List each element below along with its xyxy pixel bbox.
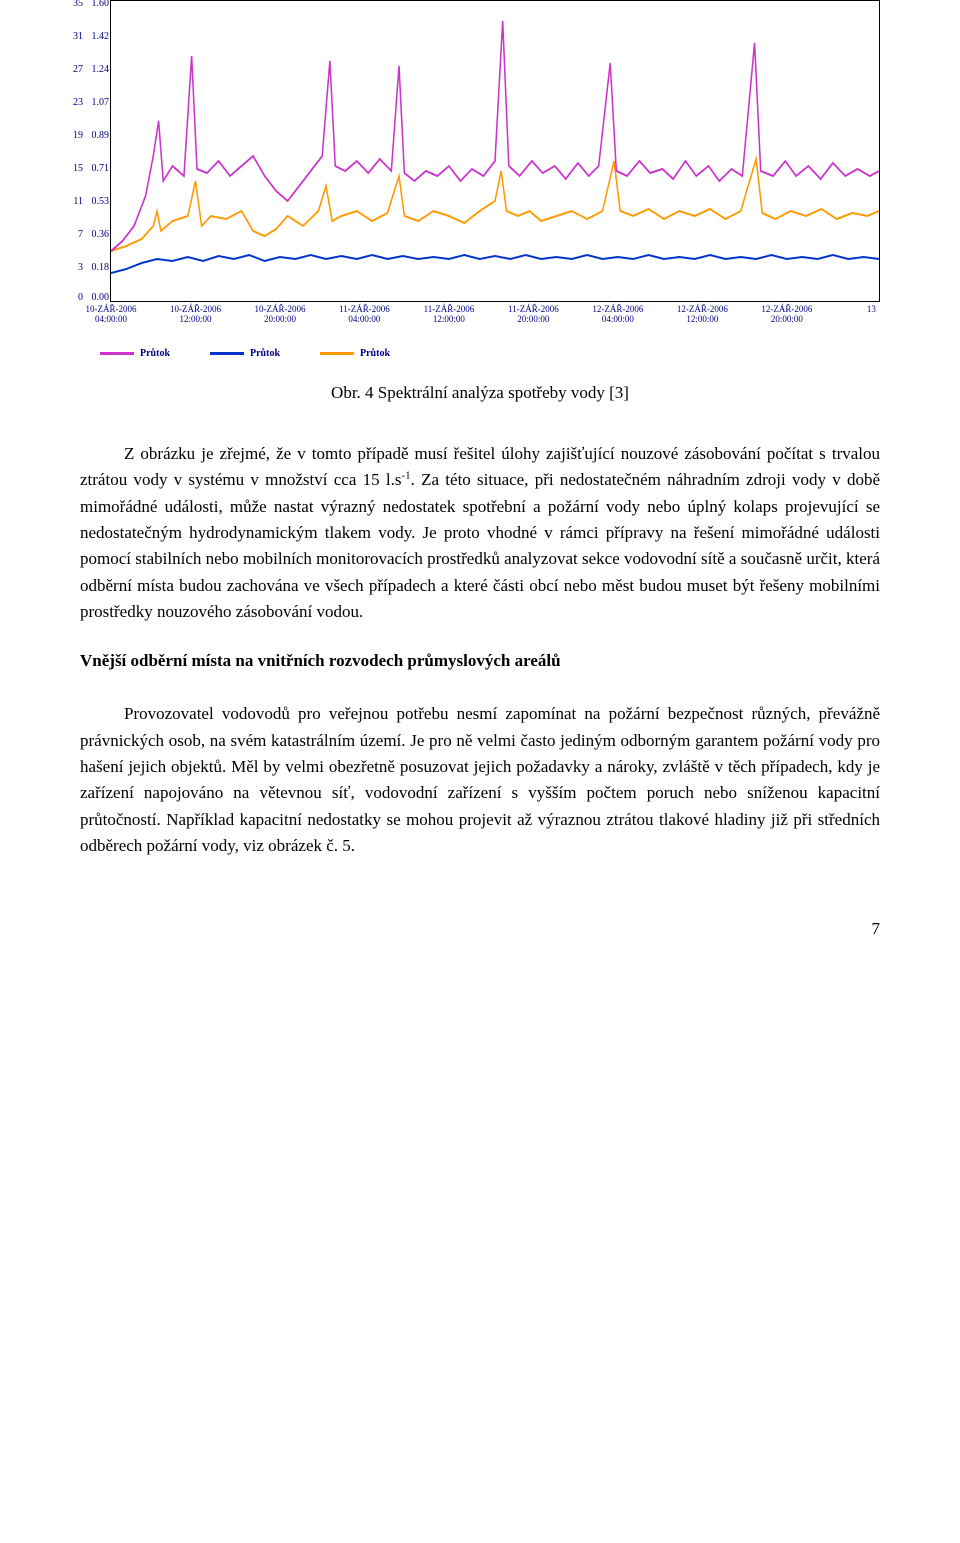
y1-tick: 31 — [73, 31, 83, 42]
chart-frame: l/s MPa 35 31 27 23 19 15 11 7 3 0 1.60 … — [110, 0, 880, 302]
chart: l/s MPa 35 31 27 23 19 15 11 7 3 0 1.60 … — [60, 0, 880, 359]
legend-label: Průtok — [140, 348, 170, 359]
page: l/s MPa 35 31 27 23 19 15 11 7 3 0 1.60 … — [0, 0, 960, 979]
y1-tick: 15 — [73, 163, 83, 174]
x-label: 11-ZÁŘ-200612:00:00 — [414, 305, 484, 325]
y2-tick: 1.24 — [92, 64, 110, 75]
chart-series — [111, 1, 879, 301]
legend-item: Průtok — [100, 348, 170, 359]
y2-tick: 1.60 — [92, 0, 110, 9]
x-label: 10-ZÁŘ-200604:00:00 — [76, 305, 146, 325]
y2-tick: 0.53 — [92, 196, 110, 207]
y1-tick: 35 — [73, 0, 83, 9]
legend-swatch-icon — [320, 352, 354, 355]
figure-caption: Obr. 4 Spektrální analýza spotřeby vody … — [80, 383, 880, 403]
y1-tick: 23 — [73, 97, 83, 108]
x-label: 12-ZÁŘ-200620:00:00 — [752, 305, 822, 325]
y1-tick: 27 — [73, 64, 83, 75]
y2-tick: 0.00 — [92, 292, 110, 303]
y2-tick: 0.71 — [92, 163, 110, 174]
x-label: 12-ZÁŘ-200612:00:00 — [667, 305, 737, 325]
paragraph-2: Provozovatel vodovodů pro veřejnou potře… — [80, 701, 880, 859]
x-label: 11-ZÁŘ-200620:00:00 — [498, 305, 568, 325]
legend-label: Průtok — [250, 348, 280, 359]
y1-tick: 0 — [78, 292, 83, 303]
x-label: 11-ZÁŘ-200604:00:00 — [329, 305, 399, 325]
y2-tick: 1.07 — [92, 97, 110, 108]
y2-tick: 0.18 — [92, 262, 110, 273]
legend-swatch-icon — [210, 352, 244, 355]
legend-item: Průtok — [320, 348, 390, 359]
series-line-2 — [111, 255, 879, 273]
x-label: 13 — [836, 305, 906, 315]
x-label: 10-ZÁŘ-200620:00:00 — [245, 305, 315, 325]
x-axis-labels: 10-ZÁŘ-200604:00:00 10-ZÁŘ-200612:00:00 … — [111, 305, 879, 335]
y2-tick: 0.89 — [92, 130, 110, 141]
y1-tick: 11 — [73, 196, 83, 207]
legend-item: Průtok — [210, 348, 280, 359]
y1-tick: 3 — [78, 262, 83, 273]
legend-label: Průtok — [360, 348, 390, 359]
legend-swatch-icon — [100, 352, 134, 355]
y1-tick: 7 — [78, 229, 83, 240]
x-label: 10-ZÁŘ-200612:00:00 — [160, 305, 230, 325]
series-line-1 — [111, 21, 879, 251]
page-number: 7 — [80, 919, 880, 939]
y1-tick: 19 — [73, 130, 83, 141]
y2-tick: 0.36 — [92, 229, 110, 240]
y2-axis-labels: 1.60 1.42 1.24 1.07 0.89 0.71 0.53 0.36 … — [85, 1, 109, 301]
paragraph-1: Z obrázku je zřejmé, že v tomto případě … — [80, 441, 880, 625]
y2-tick: 1.42 — [92, 31, 110, 42]
section-heading: Vnější odběrní místa na vnitřních rozvod… — [80, 651, 880, 671]
y1-axis-labels: 35 31 27 23 19 15 11 7 3 0 — [63, 1, 83, 301]
x-label: 12-ZÁŘ-200604:00:00 — [583, 305, 653, 325]
chart-legend: Průtok Průtok Průtok — [100, 348, 880, 359]
